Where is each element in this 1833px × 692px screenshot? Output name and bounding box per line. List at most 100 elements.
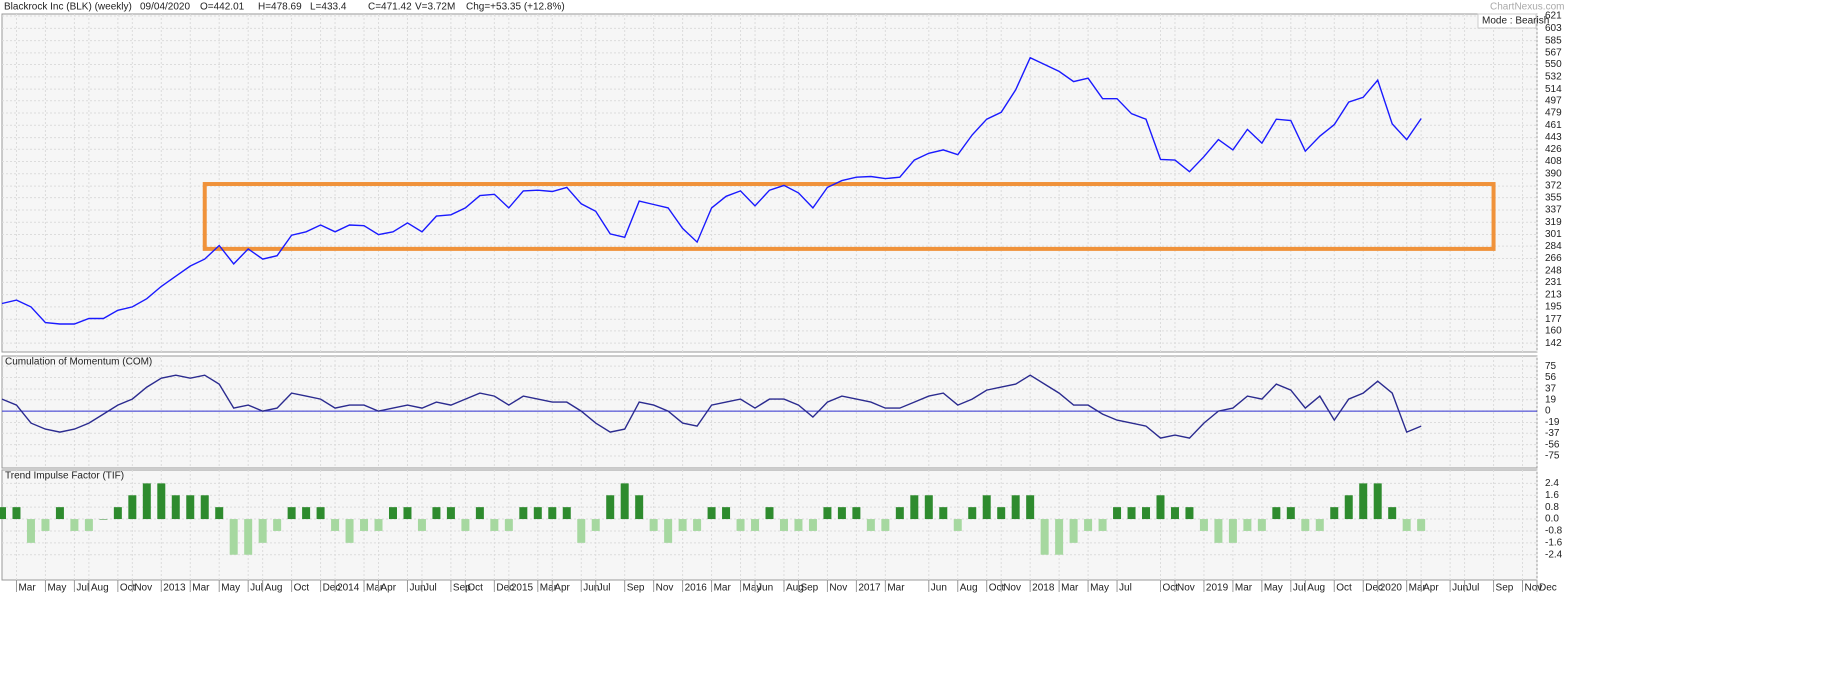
x-tick-label: Oct — [294, 583, 310, 594]
bar — [678, 519, 687, 531]
y-tick-label: 56 — [1545, 372, 1557, 383]
y-tick-label: 567 — [1545, 48, 1562, 59]
bar — [1199, 519, 1208, 531]
y-tick-label: 461 — [1545, 120, 1562, 131]
header-close: C=471.42 — [368, 2, 412, 13]
bar — [1243, 519, 1252, 531]
x-tick-label: Oct — [467, 583, 483, 594]
y-tick-label: -56 — [1545, 439, 1560, 450]
bar — [142, 483, 151, 520]
y-tick-label: 266 — [1545, 253, 1562, 264]
x-tick-label: Aug — [91, 583, 109, 594]
x-tick-label: Aug — [960, 583, 978, 594]
x-tick-label: Mar — [18, 583, 36, 594]
bar — [1011, 495, 1020, 520]
y-tick-label: 337 — [1545, 205, 1562, 216]
x-tick-label: May — [743, 583, 762, 594]
bar — [99, 519, 108, 520]
x-tick-label: Aug — [1307, 583, 1325, 594]
x-tick-label: 2013 — [163, 583, 186, 594]
bar — [374, 519, 383, 531]
y-tick-label: 248 — [1545, 265, 1562, 276]
x-tick-label: 2015 — [511, 583, 534, 594]
x-tick-label: Oct — [120, 583, 136, 594]
y-tick-label: 390 — [1545, 168, 1562, 179]
bar — [519, 507, 528, 520]
bar — [1026, 495, 1035, 520]
bar — [1185, 507, 1194, 520]
data-line — [1, 56, 1422, 325]
bar — [360, 519, 369, 531]
y-tick-label: 0.0 — [1545, 514, 1559, 525]
x-tick-label: Jul — [424, 583, 437, 594]
bar — [1127, 507, 1136, 520]
bar — [186, 495, 195, 520]
bar — [751, 519, 760, 531]
y-tick-label: 514 — [1545, 84, 1562, 95]
y-tick-label: 426 — [1545, 144, 1562, 155]
bar — [765, 507, 774, 520]
x-tick-label: Mar — [366, 583, 384, 594]
bar — [1417, 519, 1426, 531]
bar — [693, 519, 702, 531]
bar — [620, 483, 629, 520]
bar — [1388, 507, 1397, 520]
x-tick-label: Jun — [583, 583, 599, 594]
x-tick-label: Nov — [656, 583, 674, 594]
highlight-box — [202, 182, 1496, 251]
bar — [345, 519, 354, 543]
x-tick-label: Jul — [76, 583, 89, 594]
watermark: ChartNexus.com — [1490, 2, 1564, 13]
x-tick-label: Mar — [1235, 583, 1253, 594]
x-tick-label: Dec — [1365, 583, 1383, 594]
y-tick-label: -2.4 — [1545, 549, 1563, 560]
bar — [12, 507, 21, 520]
bar — [1228, 519, 1237, 543]
x-tick-label: Mar — [714, 583, 732, 594]
bar — [968, 507, 977, 520]
y-tick-label: 0 — [1545, 406, 1551, 417]
bar — [229, 519, 238, 555]
bar — [548, 507, 557, 520]
y-tick-label: -19 — [1545, 417, 1560, 428]
y-tick-label: 621 — [1545, 11, 1562, 22]
bar — [606, 495, 615, 520]
bar — [997, 507, 1006, 520]
y-tick-label: 443 — [1545, 132, 1562, 143]
bar — [475, 507, 484, 520]
bar — [316, 507, 325, 520]
x-tick-label: 2014 — [337, 583, 360, 594]
bar — [1286, 507, 1295, 520]
bar — [779, 519, 788, 531]
y-tick-label: 75 — [1545, 361, 1557, 372]
bar — [84, 519, 93, 531]
y-tick-label: 0.8 — [1545, 502, 1559, 513]
bar — [1344, 495, 1353, 520]
x-tick-label: Aug — [786, 583, 804, 594]
bar — [41, 519, 50, 531]
bar — [794, 519, 803, 531]
bar — [55, 507, 64, 520]
y-tick-label: 213 — [1545, 289, 1562, 300]
bar — [1170, 507, 1179, 520]
x-tick-label: Jul — [598, 583, 611, 594]
bar — [504, 519, 513, 531]
bar — [924, 495, 933, 520]
mode-label: Mode : Bearish — [1482, 16, 1549, 27]
x-tick-label: 2019 — [1206, 583, 1229, 594]
bar — [881, 519, 890, 531]
y-tick-label: 142 — [1545, 338, 1562, 349]
x-tick-label: Apr — [1423, 583, 1439, 594]
y-tick-label: 37 — [1545, 384, 1557, 395]
y-tick-label: 1.6 — [1545, 490, 1559, 501]
bar — [1402, 519, 1411, 531]
bar — [895, 507, 904, 520]
x-tick-label: Apr — [381, 583, 397, 594]
bar — [1084, 519, 1093, 531]
bar — [1113, 507, 1122, 520]
y-tick-label: 355 — [1545, 192, 1562, 203]
x-tick-label: Mar — [192, 583, 210, 594]
bar — [1359, 483, 1368, 520]
x-tick-label: Dec — [1539, 583, 1557, 594]
bar — [26, 519, 35, 543]
